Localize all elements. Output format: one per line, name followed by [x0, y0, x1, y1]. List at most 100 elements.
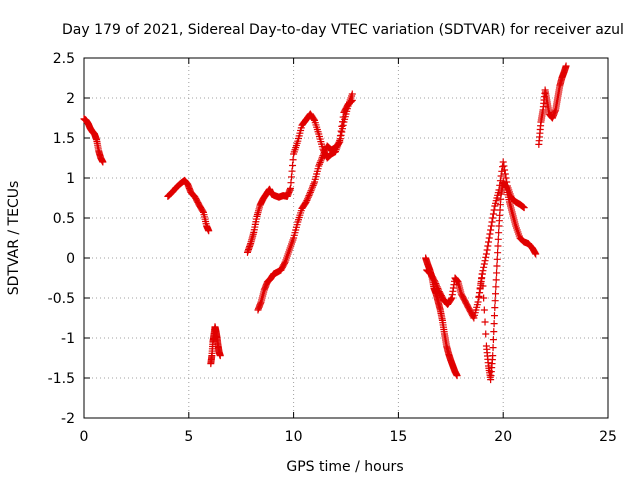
y-tick-label: 1: [66, 171, 75, 187]
data-point: [492, 283, 500, 291]
data-point: [320, 150, 328, 158]
data-point: [432, 281, 440, 289]
series-arc-06: [422, 254, 461, 380]
data-point: [474, 298, 482, 306]
data-point: [487, 226, 495, 234]
series-arc-05: [254, 90, 356, 314]
x-tick-label: 20: [494, 429, 512, 445]
data-point: [205, 227, 213, 235]
x-tick-label: 10: [285, 429, 303, 445]
data-point: [482, 253, 490, 261]
y-tick-label: -1: [61, 331, 75, 347]
data-point: [304, 195, 312, 203]
y-tick-label: -2: [61, 411, 75, 427]
x-axis-label: GPS time / hours: [286, 459, 403, 475]
axis-ticks: [83, 57, 609, 419]
data-point: [494, 249, 502, 257]
data-point: [199, 207, 207, 215]
data-point: [495, 229, 503, 237]
data-point: [492, 276, 500, 284]
data-point: [501, 170, 509, 178]
data-point: [486, 230, 494, 238]
y-tick-label: 0.5: [53, 211, 75, 227]
data-point: [480, 294, 488, 302]
data-point: [490, 320, 498, 328]
x-tick-label: 25: [599, 429, 617, 445]
data-point: [318, 153, 326, 161]
data-point: [491, 304, 499, 312]
y-tick-label: 2: [66, 91, 75, 107]
chart-title: Day 179 of 2021, Sidereal Day-to-day VTE…: [62, 22, 624, 38]
data-point: [479, 267, 487, 275]
data-point: [310, 115, 318, 123]
data-point: [336, 135, 344, 143]
x-tick-label: 0: [80, 429, 89, 445]
data-point: [480, 260, 488, 268]
series-arc-08: [475, 178, 540, 384]
grid-lines: [84, 58, 608, 418]
data-point: [310, 180, 318, 188]
data-point: [485, 238, 493, 246]
data-point: [338, 128, 346, 136]
data-point: [303, 196, 311, 204]
data-point: [281, 259, 289, 267]
data-point: [305, 192, 313, 200]
data-point: [493, 255, 501, 263]
data-point: [494, 235, 502, 243]
data-point: [520, 204, 528, 212]
data-point: [434, 284, 442, 292]
data-point: [481, 318, 489, 326]
data-point: [304, 193, 312, 201]
data-point: [497, 172, 505, 180]
data-point: [320, 148, 328, 156]
data-point: [490, 312, 498, 320]
data-point: [489, 336, 497, 344]
data-point: [306, 190, 314, 198]
data-point: [433, 283, 441, 291]
data-point: [494, 242, 502, 250]
data-point: [499, 158, 507, 166]
data-point: [337, 131, 345, 139]
series-arc-07: [423, 158, 528, 322]
data-point: [502, 174, 510, 182]
data-point: [348, 90, 356, 98]
data-point: [485, 234, 493, 242]
data-point: [469, 313, 477, 321]
data-point: [490, 328, 498, 336]
series-arc-02: [164, 176, 213, 235]
x-tick-label: 15: [389, 429, 407, 445]
data-point: [339, 121, 347, 129]
series-arc-04: [243, 96, 356, 256]
data-point: [216, 352, 224, 360]
plot-frame: [83, 57, 609, 419]
data-point: [489, 210, 497, 218]
series-arc-01: [80, 115, 107, 166]
data-point: [562, 62, 570, 70]
y-tick-label: 0: [66, 251, 75, 267]
y-tick-label: -0.5: [48, 291, 75, 307]
data-point: [489, 214, 497, 222]
x-tick-label: 5: [184, 429, 193, 445]
data-point: [335, 139, 343, 147]
y-axis-label: SDTVAR / TECUs: [6, 181, 22, 296]
data-point: [302, 198, 310, 206]
data-point: [482, 250, 490, 258]
data-point: [431, 278, 439, 286]
data-point: [484, 242, 492, 250]
data-point: [99, 158, 107, 166]
data-point: [490, 206, 498, 214]
data-point: [447, 295, 455, 303]
data-point: [453, 372, 461, 380]
data-point: [501, 166, 509, 174]
data-point: [489, 344, 497, 352]
series-arc-09: [535, 62, 570, 148]
y-tick-label: 1.5: [53, 131, 75, 147]
data-point: [500, 162, 508, 170]
data-point: [492, 290, 500, 298]
data-point: [316, 159, 324, 167]
data-point: [432, 280, 440, 288]
data-point: [532, 250, 540, 258]
data-point: [491, 297, 499, 305]
data-point: [479, 282, 487, 290]
